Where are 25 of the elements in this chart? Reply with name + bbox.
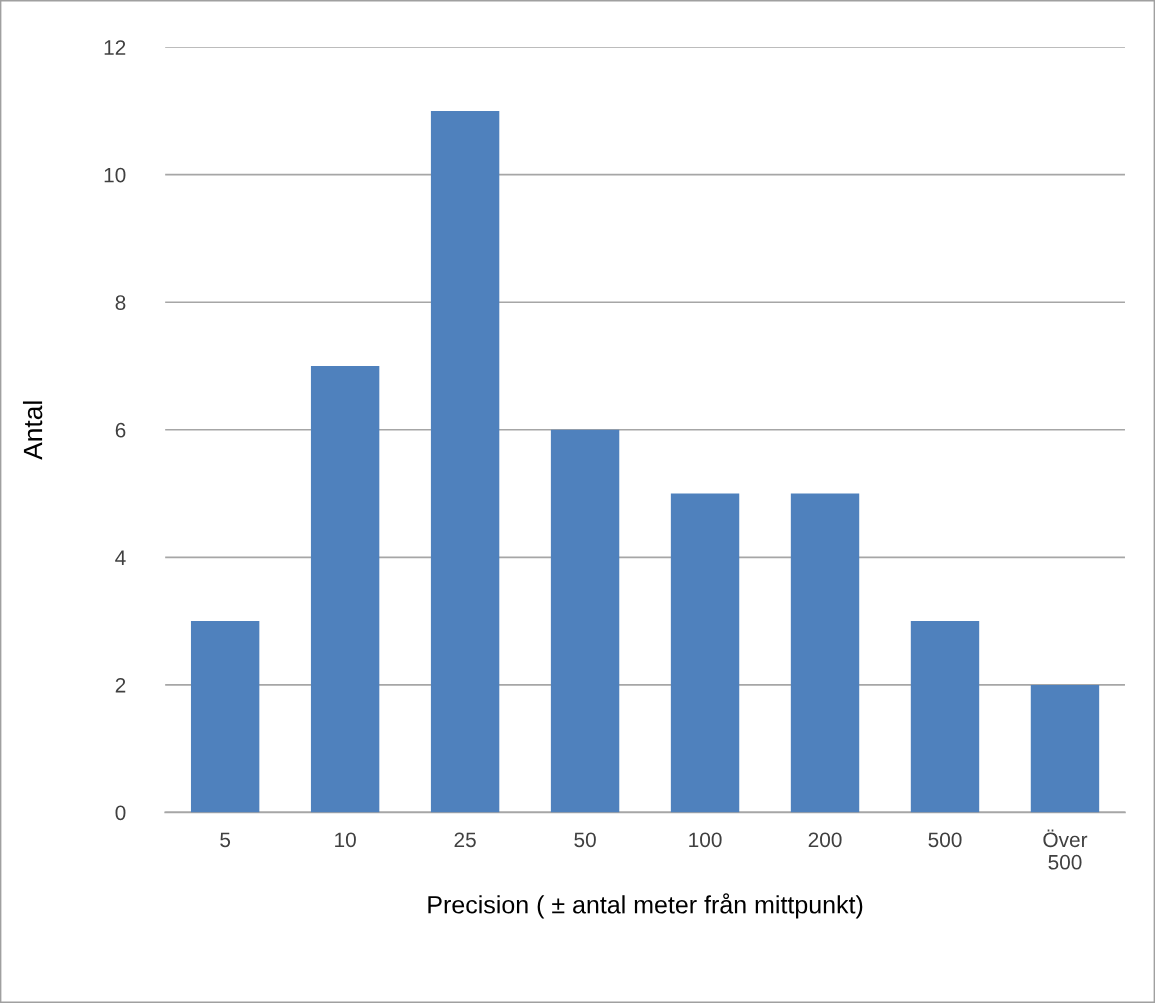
x-axis-title: Precision ( ± antal meter från mittpunkt) xyxy=(428,893,863,919)
x-tick-label: 100 xyxy=(689,832,722,848)
y-tick-label: 6 xyxy=(115,422,126,438)
bar xyxy=(550,429,620,813)
y-tick-label: 12 xyxy=(104,40,126,55)
y-tick-label: 10 xyxy=(104,167,126,183)
y-tick-label: 4 xyxy=(115,550,126,565)
bar xyxy=(190,621,260,813)
x-tick-label: 10 xyxy=(335,832,356,848)
x-tick-label: 25 xyxy=(454,832,476,848)
x-tick-label: Över 500 xyxy=(1043,829,1088,870)
x-tick-label: 5 xyxy=(220,832,231,848)
x-tick-label: 200 xyxy=(808,832,842,848)
x-tick-label: 500 xyxy=(928,832,962,848)
bar xyxy=(670,493,740,813)
bar xyxy=(1030,684,1100,813)
bar xyxy=(430,110,500,813)
y-tick-label: 2 xyxy=(115,677,126,693)
y-tick-label: 8 xyxy=(115,295,126,310)
y-tick-label: 0 xyxy=(115,805,126,821)
bar xyxy=(310,366,380,813)
x-tick-label: 50 xyxy=(574,832,596,848)
y-axis-title: Antal xyxy=(22,401,43,460)
bar xyxy=(790,493,860,813)
bar xyxy=(910,621,980,813)
